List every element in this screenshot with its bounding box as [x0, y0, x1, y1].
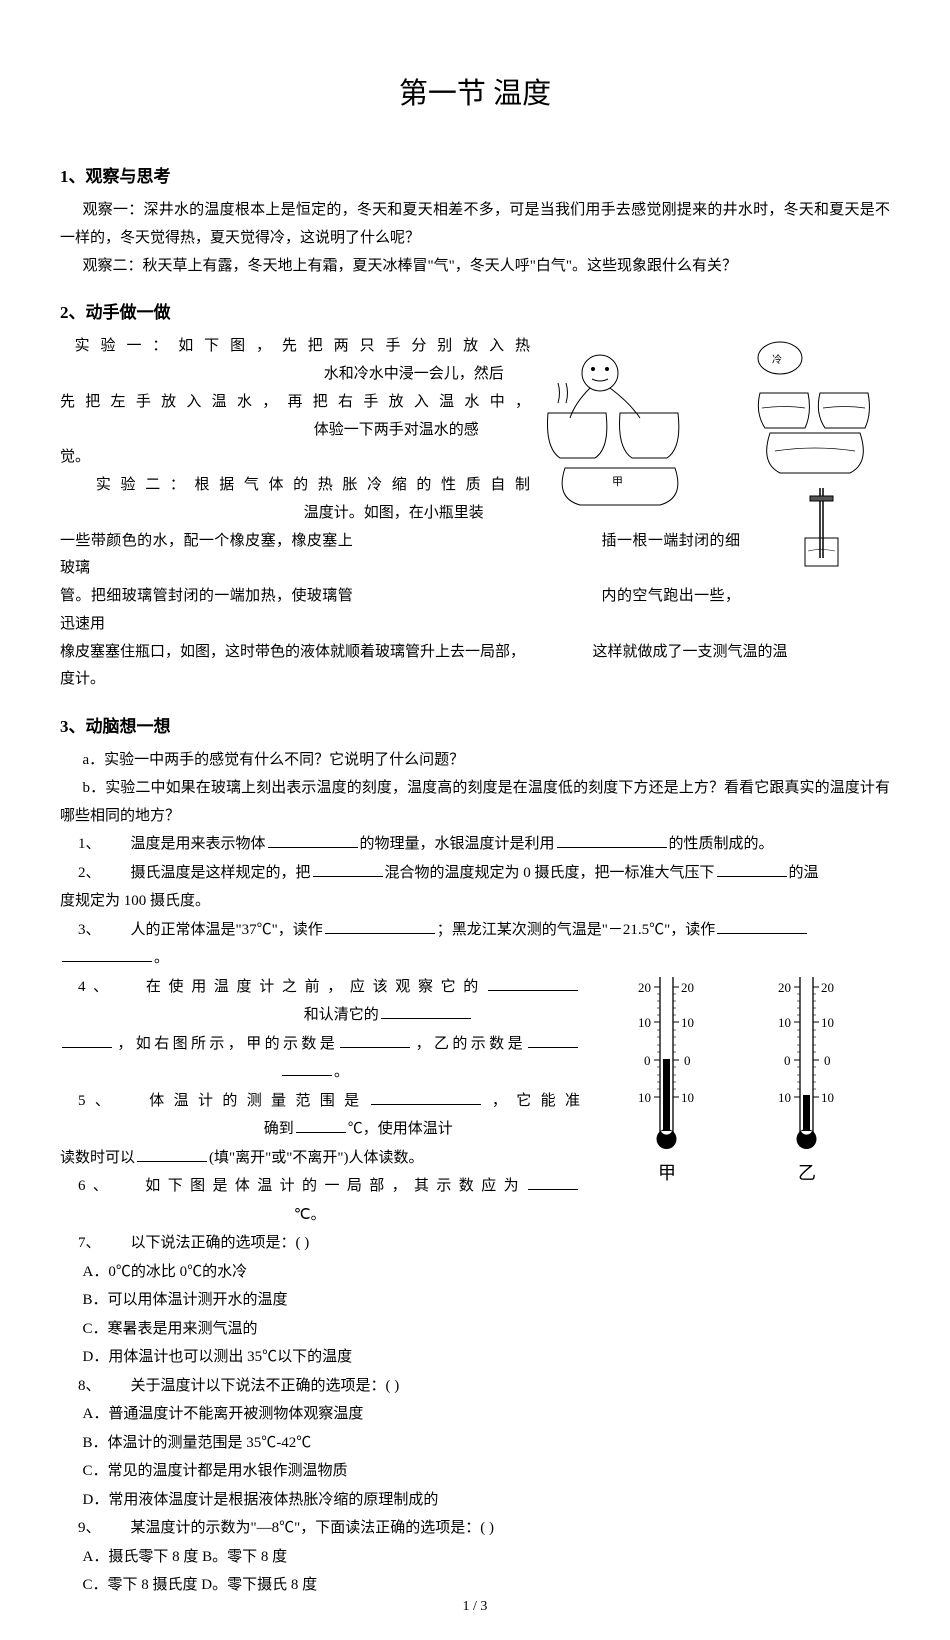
svg-text:10: 10	[778, 1015, 791, 1030]
svg-text:20: 20	[821, 980, 834, 995]
section-1-heading: 1、观察与思考	[60, 162, 890, 187]
s2-p7b: 这样就做成了一支测气温的温	[593, 644, 788, 660]
q8: 8、关于温度计以下说法不正确的选项是：( )	[60, 1372, 890, 1401]
q2: 2、摄氏温度是这样规定的，把混合物的温度规定为 0 摄氏度，把一标准大气压下的温…	[60, 859, 890, 916]
q1: 1、温度是用来表示物体的物理量，水银温度计是利用的性质制成的。	[60, 830, 890, 859]
svg-text:0: 0	[644, 1053, 651, 1068]
q8-D: D．常用液体温度计是根据液体热胀冷缩的原理制成的	[60, 1486, 890, 1515]
q7-B: B．可以用体温计测开水的温度	[60, 1286, 890, 1315]
q7: 7、以下说法正确的选项是：( )	[60, 1229, 890, 1258]
q8-A: A．普通温度计不能离开被测物体观察温度	[60, 1400, 890, 1429]
section-3-heading: 3、动脑想一想	[60, 712, 890, 737]
q3: 3、人的正常体温是"37℃"，读作；黑龙江某次测的气温是"－21.5℃"，读作 …	[60, 916, 890, 973]
s2-p5a: 一些带颜色的水，配一个橡皮塞，橡皮塞上	[60, 533, 353, 549]
s2-p6a: 管。把细玻璃管封闭的一端加热，使玻璃管	[60, 588, 353, 604]
q9-CD: C．零下 8 摄氏度 D。零下摄氏 8 度	[60, 1571, 890, 1600]
svg-text:10: 10	[778, 1090, 791, 1105]
s2-p2a: 先把左手放入温水，再把右手放入温水中，	[60, 394, 530, 410]
thermometer-figure: 20 20 10 10 0 0 10 10 甲	[590, 967, 890, 1202]
svg-text:20: 20	[681, 980, 694, 995]
page-title: 第一节 温度	[60, 70, 890, 112]
s2-p4b: 温度计。如图，在小瓶里装	[304, 505, 484, 521]
svg-text:10: 10	[638, 1090, 651, 1105]
s2-p4a: 实验二：根据气体的热胀冷缩的性质自制	[96, 477, 530, 493]
q7-A: A．0℃的冰比 0℃的水冷	[60, 1258, 890, 1287]
svg-text:10: 10	[681, 1090, 694, 1105]
experiment-diagram-1: 甲	[540, 333, 740, 518]
q8-C: C．常见的温度计都是用水银作测温物质	[60, 1457, 890, 1486]
s2-p2b: 体验一下两手对温水的感	[314, 422, 479, 438]
svg-text:乙: 乙	[798, 1163, 816, 1183]
svg-text:0: 0	[824, 1053, 831, 1068]
svg-text:冷: 冷	[772, 353, 782, 366]
svg-text:0: 0	[684, 1053, 691, 1068]
svg-text:20: 20	[778, 980, 791, 995]
s2-p1a: 实验一：如下图，先把两只手分别放入热	[75, 338, 530, 354]
svg-text:甲: 甲	[658, 1163, 676, 1183]
svg-text:10: 10	[638, 1015, 651, 1030]
section-2-heading: 2、动手做一做	[60, 298, 890, 323]
q7-D: D．用体温计也可以测出 35℃以下的温度	[60, 1343, 890, 1372]
svg-text:20: 20	[638, 980, 651, 995]
q7-C: C．寒暑表是用来测气温的	[60, 1315, 890, 1344]
s2-p1b: 水和冷水中浸一会儿，然后	[324, 366, 504, 382]
q9-AB: A．摄氏零下 8 度 B。零下 8 度	[60, 1543, 890, 1572]
s3-a: a．实验一中两手的感觉有什么不同？它说明了什么问题？	[60, 747, 890, 775]
page-footer: 1 / 3	[0, 1599, 950, 1615]
svg-text:10: 10	[681, 1015, 694, 1030]
svg-text:10: 10	[821, 1090, 834, 1105]
s3-b: b．实验二中如果在玻璃上刻出表示温度的刻度，温度高的刻度是在温度低的刻度下方还是…	[60, 775, 890, 831]
svg-text:0: 0	[784, 1053, 791, 1068]
svg-text:甲: 甲	[612, 476, 623, 488]
q8-B: B．体温计的测量范围是 35℃-42℃	[60, 1429, 890, 1458]
svg-text:10: 10	[821, 1015, 834, 1030]
s1-p1: 观察一：深井水的温度根本上是恒定的，冬天和夏天相差不多，可是当我们用手去感觉刚提…	[60, 197, 890, 253]
s2-p8: 度计。	[60, 666, 890, 694]
s2-p7a: 橡皮塞塞住瓶口，如图，这时带色的液体就顺着玻璃管升上去一局部，	[60, 644, 525, 660]
q9: 9、某温度计的示数为"—8℃"，下面读法正确的选项是：( )	[60, 1514, 890, 1543]
s1-p2: 观察二：秋天草上有露，冬天地上有霜，夏天冰棒冒"气"，冬天人呼"白气"。这些现象…	[60, 253, 890, 281]
experiment-diagram-2: 冷	[750, 333, 890, 578]
